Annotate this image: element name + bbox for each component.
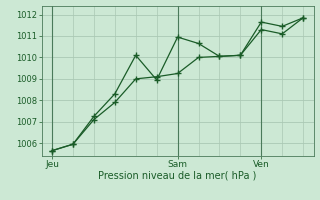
X-axis label: Pression niveau de la mer( hPa ): Pression niveau de la mer( hPa ): [99, 171, 257, 181]
